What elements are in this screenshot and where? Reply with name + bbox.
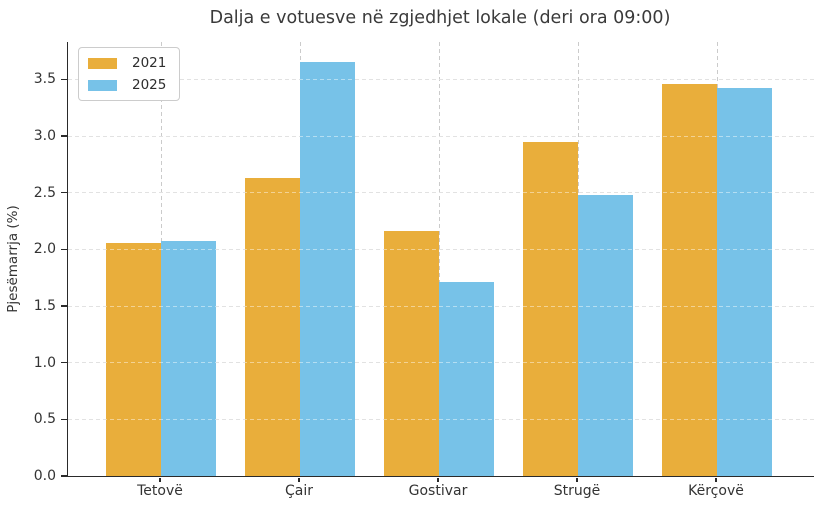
bar-2025-Strugë bbox=[578, 194, 633, 476]
y-tick-mark bbox=[61, 361, 67, 364]
bar-2021-Kërçovë bbox=[662, 83, 717, 476]
x-tick-mark bbox=[298, 477, 300, 482]
x-tick-mark bbox=[715, 477, 717, 482]
x-tick-mark bbox=[576, 477, 578, 482]
legend-item-2025: 2025 bbox=[88, 77, 166, 93]
x-tick-label: Çair bbox=[285, 483, 313, 499]
y-tick-mark bbox=[61, 78, 67, 81]
legend-swatch-2021 bbox=[88, 57, 117, 69]
bar-2021-Tetovë bbox=[106, 242, 161, 476]
legend-label: 2025 bbox=[132, 77, 167, 93]
x-tick-label: Strugë bbox=[553, 483, 601, 499]
y-tick-label: 1.0 bbox=[33, 354, 56, 371]
bar-2025-Çair bbox=[300, 62, 355, 476]
y-tick-mark bbox=[61, 135, 67, 137]
y-tick-label: 0.0 bbox=[33, 468, 56, 484]
y-tick-mark bbox=[61, 418, 67, 421]
plot-area: 2021 2025 bbox=[67, 42, 814, 477]
y-tick-label: 0.5 bbox=[33, 411, 56, 428]
legend-label: 2021 bbox=[132, 55, 167, 71]
y-tick-mark bbox=[61, 248, 67, 251]
chart-title: Dalja e votuesve në zgjedhjet lokale (de… bbox=[209, 8, 671, 28]
y-tick-label: 2.5 bbox=[33, 184, 56, 201]
x-tick-mark bbox=[437, 477, 439, 482]
x-tick-label: Gostivar bbox=[408, 483, 468, 499]
x-tick-label: Kërçovë bbox=[688, 483, 744, 499]
bar-2021-Çair bbox=[245, 177, 300, 476]
y-tick-mark bbox=[61, 191, 67, 194]
y-tick-mark bbox=[61, 305, 67, 307]
bar-2025-Tetovë bbox=[161, 241, 216, 476]
legend-item-2021: 2021 bbox=[88, 55, 166, 71]
bar-2025-Kërçovë bbox=[717, 88, 772, 476]
y-tick-label: 2.0 bbox=[33, 241, 56, 258]
x-tick-label: Tetovë bbox=[137, 483, 183, 499]
bar-2021-Strugë bbox=[523, 141, 578, 476]
y-tick-label: 1.5 bbox=[33, 298, 56, 315]
x-tick-mark bbox=[159, 477, 161, 482]
bar-2021-Gostivar bbox=[384, 231, 439, 476]
legend: 2021 2025 bbox=[78, 47, 181, 101]
bar-2025-Gostivar bbox=[439, 282, 494, 476]
y-tick-mark bbox=[61, 475, 67, 477]
legend-swatch-2025 bbox=[88, 79, 117, 91]
y-tick-label: 3.0 bbox=[33, 128, 56, 145]
y-tick-label: 3.5 bbox=[33, 71, 56, 88]
